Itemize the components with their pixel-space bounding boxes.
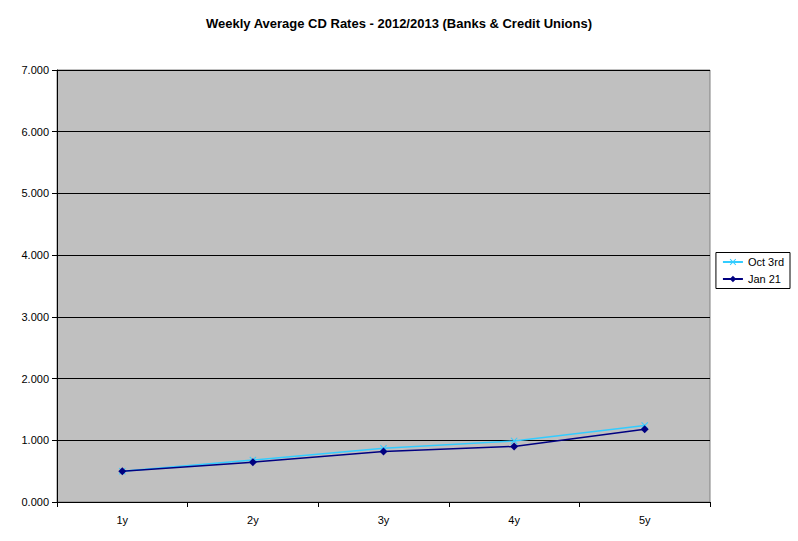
svg-text:5y: 5y bbox=[639, 514, 651, 526]
svg-text:3y: 3y bbox=[378, 514, 390, 526]
svg-text:6.000: 6.000 bbox=[21, 126, 49, 138]
svg-text:4y: 4y bbox=[508, 514, 520, 526]
svg-text:2y: 2y bbox=[247, 514, 259, 526]
svg-text:Jan 21: Jan 21 bbox=[748, 273, 781, 285]
svg-text:0.000: 0.000 bbox=[21, 496, 49, 508]
svg-text:3.000: 3.000 bbox=[21, 311, 49, 323]
svg-text:Weekly Average CD Rates - 2012: Weekly Average CD Rates - 2012/2013 (Ban… bbox=[206, 16, 592, 31]
svg-text:1.000: 1.000 bbox=[21, 434, 49, 446]
svg-text:Oct 3rd: Oct 3rd bbox=[748, 256, 784, 268]
svg-text:1y: 1y bbox=[116, 514, 128, 526]
svg-text:5.000: 5.000 bbox=[21, 187, 49, 199]
svg-text:7.000: 7.000 bbox=[21, 64, 49, 76]
svg-text:4.000: 4.000 bbox=[21, 249, 49, 261]
svg-text:2.000: 2.000 bbox=[21, 373, 49, 385]
